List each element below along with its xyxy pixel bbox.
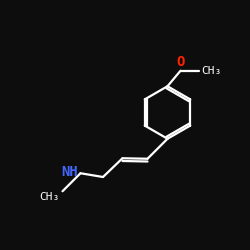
Text: CH₃: CH₃ — [40, 192, 60, 202]
Text: NH: NH — [62, 165, 78, 179]
Text: CH₃: CH₃ — [202, 66, 222, 76]
Text: O: O — [176, 56, 185, 70]
